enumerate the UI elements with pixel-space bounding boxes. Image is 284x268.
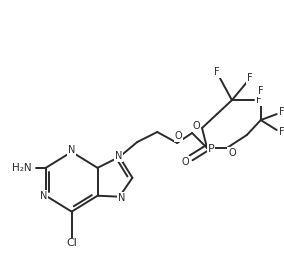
Text: N: N <box>115 151 122 161</box>
Text: N: N <box>40 191 47 201</box>
Text: F: F <box>279 107 284 117</box>
Text: F: F <box>279 127 284 137</box>
Text: O: O <box>174 131 182 141</box>
Text: F: F <box>256 95 262 105</box>
Text: F: F <box>214 67 220 77</box>
Text: O: O <box>192 121 200 131</box>
Text: F: F <box>247 73 253 83</box>
Text: N: N <box>118 193 125 203</box>
Text: F: F <box>258 86 264 96</box>
Text: P: P <box>208 144 214 154</box>
Text: O: O <box>181 157 189 167</box>
Text: H₂N: H₂N <box>12 163 32 173</box>
Text: N: N <box>68 145 75 155</box>
Text: Cl: Cl <box>66 239 77 248</box>
Text: O: O <box>228 148 236 158</box>
